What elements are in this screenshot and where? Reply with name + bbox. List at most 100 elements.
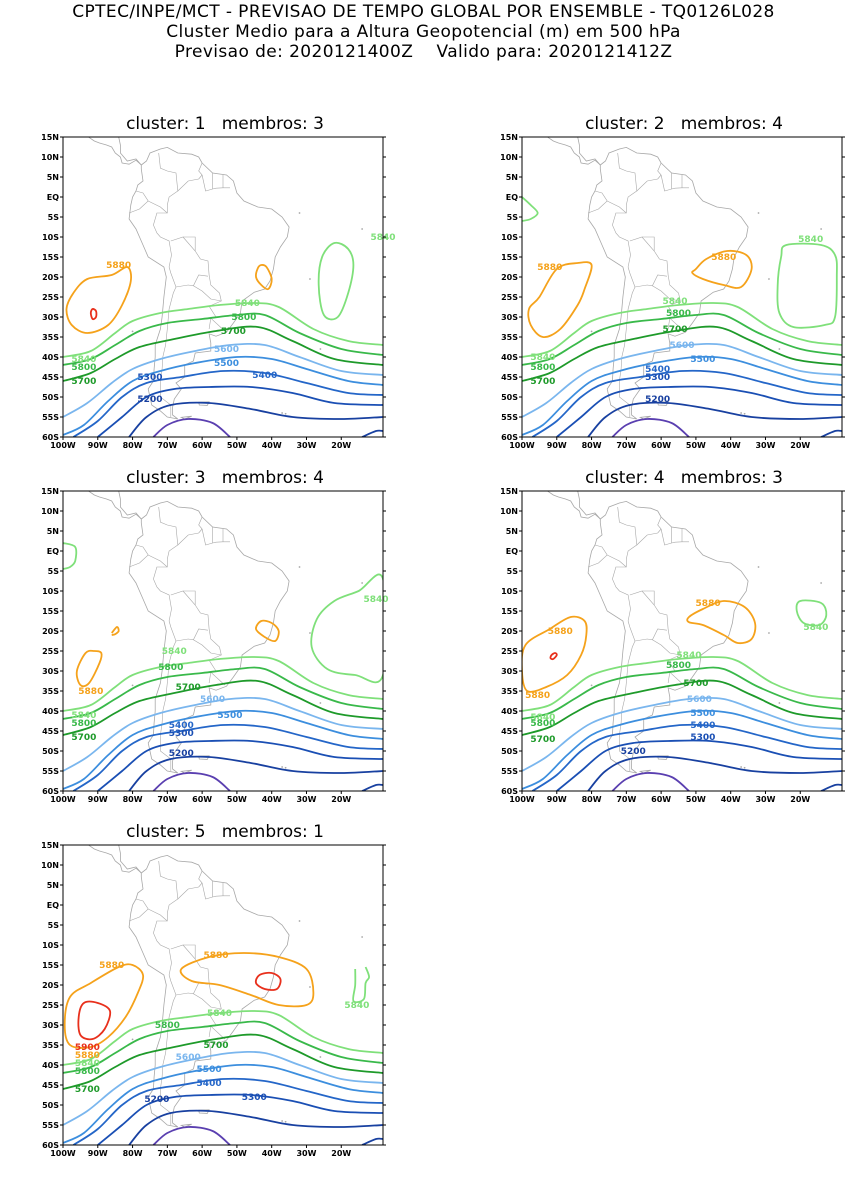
contour-line — [63, 355, 383, 436]
country-border — [634, 628, 668, 642]
coastline-south-america — [128, 146, 290, 420]
contour-line — [179, 952, 315, 1008]
contour-label: 5840 — [207, 1009, 232, 1019]
lon-label: 40W — [262, 1149, 282, 1158]
island — [740, 766, 743, 768]
island — [590, 330, 593, 333]
contour-line — [97, 739, 383, 791]
lon-label: 90W — [88, 795, 108, 804]
lat-label: 30S — [501, 667, 518, 676]
island — [361, 582, 364, 584]
country-border — [198, 516, 203, 530]
map-svg-1: 5880584058405800570056005500540053005200… — [41, 133, 395, 450]
lat-label: 50S — [42, 1101, 59, 1110]
country-border — [148, 554, 168, 568]
contour-line — [522, 312, 842, 366]
lon-label: 40W — [262, 441, 282, 450]
lat-label: 15S — [42, 607, 59, 616]
contour-line — [63, 709, 383, 790]
contour-label: 5800 — [158, 663, 183, 673]
country-border — [183, 590, 196, 605]
contour-label: 5880 — [525, 691, 550, 701]
lat-label: 15S — [42, 961, 59, 970]
lon-label: 90W — [547, 441, 567, 450]
island — [757, 566, 760, 568]
contour-label: 5880 — [204, 951, 229, 961]
contour-line — [63, 1010, 383, 1066]
contour-line — [549, 652, 558, 661]
lon-label: 100W — [509, 795, 535, 804]
contour-line — [97, 385, 383, 437]
contour-label: 5700 — [530, 735, 555, 745]
lat-label: 55S — [42, 1121, 59, 1130]
contour-line — [531, 369, 842, 437]
lat-label: 10S — [42, 587, 59, 596]
lat-label: 5N — [47, 173, 59, 182]
contour-label: 5400 — [690, 721, 715, 731]
island — [281, 412, 284, 414]
coastline-central-america — [87, 137, 142, 166]
lat-label: 45S — [42, 373, 59, 382]
contour-label: 5500 — [197, 1065, 222, 1075]
map-svg-4: 5880588058405840580057005600550054005300… — [500, 487, 845, 804]
map-svg-3: 5880584058405800570056005500540053005200… — [41, 487, 388, 804]
contour-line — [152, 772, 231, 791]
lat-label: 30S — [42, 313, 59, 322]
map-content — [63, 491, 383, 791]
contour-line — [522, 666, 842, 720]
contour-label: 5700 — [71, 377, 96, 387]
country-border — [148, 200, 168, 214]
map-panel-cluster-5: 5880 5880 5840 5840 5800 5700 5600 5500 5400 5300… — [24, 841, 386, 1182]
contour-line — [65, 266, 132, 334]
lon-label: 20W — [331, 795, 351, 804]
contour-label: 5700 — [530, 377, 555, 387]
lat-label: 35S — [501, 333, 518, 342]
lon-label: 80W — [123, 795, 143, 804]
lat-label: 15N — [41, 487, 59, 496]
contour-line — [63, 696, 383, 772]
lat-label: EQ — [47, 547, 59, 556]
contour-line — [97, 1093, 383, 1145]
contour-line — [254, 971, 282, 991]
contour-line — [820, 429, 842, 437]
lat-label: 10N — [41, 153, 59, 162]
country-border — [193, 285, 222, 302]
lat-label: 5N — [47, 881, 59, 890]
contour-label: 5800 — [71, 719, 96, 729]
country-border — [183, 944, 196, 959]
lon-label: 40W — [262, 795, 282, 804]
contour-label: 5400 — [252, 371, 277, 381]
lat-label: 15S — [501, 253, 518, 262]
lat-label: 60S — [501, 433, 518, 442]
lon-label: 20W — [331, 1149, 351, 1158]
contour-line — [63, 325, 383, 382]
lat-label: 25S — [42, 647, 59, 656]
contour-line — [63, 302, 383, 358]
lat-label: 50S — [42, 393, 59, 402]
country-border — [657, 162, 662, 176]
map-content — [522, 491, 842, 791]
lon-label: 50W — [227, 795, 247, 804]
lat-label: 50S — [42, 747, 59, 756]
coastline-falklands — [657, 401, 669, 406]
island — [757, 212, 760, 214]
lat-label: 20S — [501, 273, 518, 282]
contour-line — [522, 302, 842, 358]
country-border — [177, 882, 203, 900]
coastline-tierra-del-fuego — [179, 415, 192, 420]
contour-line — [72, 369, 383, 437]
contour-line — [72, 1077, 383, 1145]
coastline-falklands — [657, 755, 669, 760]
lat-label: 5S — [48, 567, 60, 576]
island — [778, 348, 781, 350]
contour-label: 5600 — [687, 695, 712, 705]
contour-line — [527, 261, 593, 338]
map-content — [522, 137, 842, 437]
contour-label: 5300 — [137, 373, 162, 383]
lat-label: 20S — [501, 627, 518, 636]
island — [319, 1056, 322, 1058]
contour-line — [63, 1020, 383, 1074]
lat-label: 25S — [501, 293, 518, 302]
country-border — [634, 274, 668, 288]
lat-label: 60S — [42, 1141, 59, 1150]
